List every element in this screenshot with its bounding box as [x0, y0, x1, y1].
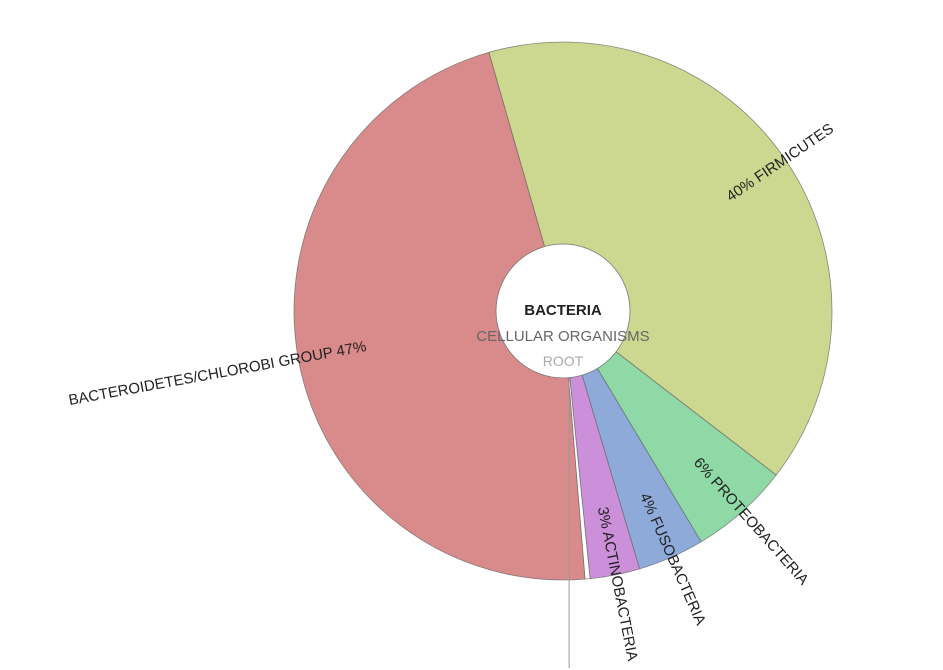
center-circle[interactable]	[495, 243, 631, 379]
slice-bacteroidetes-chlorobi-group[interactable]	[293, 51, 586, 581]
center-current-label[interactable]: BACTERIA	[524, 302, 602, 319]
center-parent-label[interactable]: CELLULAR ORGANISMS	[476, 328, 649, 345]
chart-wedges	[293, 41, 833, 581]
center-root-label[interactable]: ROOT	[543, 353, 584, 369]
slice-firmicutes[interactable]	[488, 41, 833, 476]
